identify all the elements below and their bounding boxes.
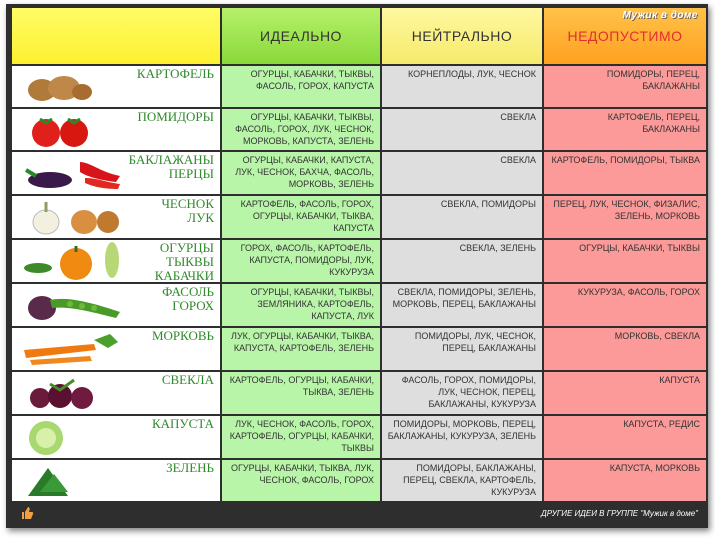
bad-cell: КАПУСТА bbox=[544, 372, 706, 414]
brand-logo: Мужик в доме bbox=[622, 10, 698, 21]
header-bad: НЕДОПУСТИМО Мужик в доме bbox=[544, 8, 706, 64]
table-row: ОГУРЦЫ ТЫКВЫ КАБАЧКИ ГОРОХ, ФАСОЛЬ, КАРТОФЕ… bbox=[12, 240, 706, 283]
header-bad-label: НЕДОПУСТИМО bbox=[567, 28, 683, 44]
vegetable-image bbox=[20, 462, 100, 503]
header-neutral: НЕЙТРАЛЬНО bbox=[382, 8, 542, 64]
header-ideal: ИДЕАЛЬНО bbox=[222, 8, 380, 64]
ideal-cell: КАРТОФЕЛЬ, ФАСОЛЬ, ГОРОХ, ОГУРЦЫ, КАБАЧК… bbox=[222, 196, 380, 238]
vegetable-cell: ПОМИДОРЫ bbox=[12, 109, 220, 150]
header-blank bbox=[12, 8, 220, 64]
vegetable-cell: ЗЕЛЕНЬ bbox=[12, 460, 220, 501]
neutral-cell: СВЕКЛА, ПОМИДОРЫ, ЗЕЛЕНЬ, МОРКОВЬ, ПЕРЕЦ… bbox=[382, 284, 542, 326]
vegetable-image bbox=[20, 111, 100, 152]
table-header: ИДЕАЛЬНО НЕЙТРАЛЬНО НЕДОПУСТИМО Мужик в … bbox=[12, 8, 706, 64]
vegetable-image bbox=[20, 154, 130, 195]
bad-cell: КАПУСТА, РЕДИС bbox=[544, 416, 706, 458]
table-row: ФАСОЛЬ ГОРОХ ОГУРЦЫ, КАБАЧКИ, ТЫКВЫ, ЗЕМЛЯ… bbox=[12, 284, 706, 326]
vegetable-cell: ОГУРЦЫ ТЫКВЫ КАБАЧКИ bbox=[12, 240, 220, 283]
ideal-cell: ОГУРЦЫ, КАБАЧКИ, ТЫКВЫ, ФАСОЛЬ, ГОРОХ, К… bbox=[222, 66, 380, 107]
bad-cell: КУКУРУЗА, ФАСОЛЬ, ГОРОХ bbox=[544, 284, 706, 326]
table-row: СВЕКЛА КАРТОФЕЛЬ, ОГУРЦЫ, КАБАЧКИ, ТЫКВА,… bbox=[12, 372, 706, 414]
vegetable-name: ЗЕЛЕНЬ bbox=[166, 460, 214, 475]
ideal-cell: КАРТОФЕЛЬ, ОГУРЦЫ, КАБАЧКИ, ТЫКВА, ЗЕЛЕН… bbox=[222, 372, 380, 414]
table-row: БАКЛАЖАНЫ ПЕРЦЫ ОГУРЦЫ, КАБАЧКИ, КАПУСТА, … bbox=[12, 152, 706, 194]
bad-cell: ПОМИДОРЫ, ПЕРЕЦ, БАКЛАЖАНЫ bbox=[544, 66, 706, 107]
neutral-cell: ПОМИДОРЫ, БАКЛАЖАНЫ, ПЕРЕЦ, СВЕКЛА, КАРТ… bbox=[382, 460, 542, 501]
vegetable-name: ФАСОЛЬ ГОРОХ bbox=[162, 284, 214, 313]
bad-cell: ПЕРЕЦ, ЛУК, ЧЕСНОК, ФИЗАЛИС, ЗЕЛЕНЬ, МОР… bbox=[544, 196, 706, 238]
neutral-cell: СВЕКЛА bbox=[382, 152, 542, 194]
vegetable-name: КАРТОФЕЛЬ bbox=[136, 66, 214, 81]
vegetable-name: ЧЕСНОК ЛУК bbox=[161, 196, 214, 225]
ideal-cell: ЛУК, ОГУРЦЫ, КАБАЧКИ, ТЫКВА, КАПУСТА, КА… bbox=[222, 328, 380, 370]
bad-cell: КАПУСТА, МОРКОВЬ bbox=[544, 460, 706, 501]
footer: ДРУГИЕ ИДЕИ В ГРУППЕ "Мужик в доме" bbox=[12, 503, 706, 525]
vegetable-name: ОГУРЦЫ ТЫКВЫ КАБАЧКИ bbox=[154, 240, 214, 283]
table-row: КАРТОФЕЛЬ ОГУРЦЫ, КАБАЧКИ, ТЫКВЫ, ФАСОЛЬ,… bbox=[12, 66, 706, 107]
ideal-cell: ОГУРЦЫ, КАБАЧКИ, ТЫКВА, ЛУК, ЧЕСНОК, ФАС… bbox=[222, 460, 380, 501]
vegetable-cell: СВЕКЛА bbox=[12, 372, 220, 414]
table-row: КАПУСТА ЛУК, ЧЕСНОК, ФАСОЛЬ, ГОРОХ, КАРТО… bbox=[12, 416, 706, 458]
vegetable-image bbox=[20, 68, 100, 109]
thumbs-up-icon bbox=[20, 506, 34, 525]
neutral-cell: СВЕКЛА bbox=[382, 109, 542, 150]
neutral-cell: ФАСОЛЬ, ГОРОХ, ПОМИДОРЫ, ЛУК, ЧЕСНОК, ПЕ… bbox=[382, 372, 542, 414]
neutral-cell: СВЕКЛА, ЗЕЛЕНЬ bbox=[382, 240, 542, 282]
vegetable-image bbox=[20, 198, 130, 239]
bad-cell: КАРТОФЕЛЬ, ПЕРЕЦ, БАКЛАЖАНЫ bbox=[544, 109, 706, 150]
table-row: ЧЕСНОК ЛУК КАРТОФЕЛЬ, ФАСОЛЬ, ГОРОХ, ОГУРЦ… bbox=[12, 196, 706, 238]
table-row: ПОМИДОРЫ ОГУРЦЫ, КАБАЧКИ, ТЫКВЫ, ФАСОЛЬ, … bbox=[12, 109, 706, 150]
vegetable-image bbox=[20, 374, 130, 415]
bad-cell: МОРКОВЬ, СВЕКЛА bbox=[544, 328, 706, 370]
vegetable-cell: КАПУСТА bbox=[12, 416, 220, 458]
vegetable-cell: ФАСОЛЬ ГОРОХ bbox=[12, 284, 220, 326]
vegetable-image bbox=[20, 242, 130, 283]
bad-cell: ОГУРЦЫ, КАБАЧКИ, ТЫКВЫ bbox=[544, 240, 706, 282]
vegetable-cell: ЧЕСНОК ЛУК bbox=[12, 196, 220, 238]
neutral-cell: ПОМИДОРЫ, ЛУК, ЧЕСНОК, ПЕРЕЦ, БАКЛАЖАНЫ bbox=[382, 328, 542, 370]
vegetable-cell: МОРКОВЬ bbox=[12, 328, 220, 370]
vegetable-name: СВЕКЛА bbox=[161, 372, 214, 387]
vegetable-cell: БАКЛАЖАНЫ ПЕРЦЫ bbox=[12, 152, 220, 194]
vegetable-name: КАПУСТА bbox=[151, 416, 214, 431]
table-row: ЗЕЛЕНЬ ОГУРЦЫ, КАБАЧКИ, ТЫКВА, ЛУК, ЧЕСНО… bbox=[12, 460, 706, 501]
vegetable-name: МОРКОВЬ bbox=[151, 328, 214, 343]
neutral-cell: ПОМИДОРЫ, МОРКОВЬ, ПЕРЕЦ, БАКЛАЖАНЫ, КУК… bbox=[382, 416, 542, 458]
neutral-cell: КОРНЕПЛОДЫ, ЛУК, ЧЕСНОК bbox=[382, 66, 542, 107]
vegetable-name: БАКЛАЖАНЫ ПЕРЦЫ bbox=[128, 152, 214, 181]
vegetable-image bbox=[20, 286, 130, 327]
ideal-cell: ОГУРЦЫ, КАБАЧКИ, ТЫКВЫ, ЗЕМЛЯНИКА, КАРТО… bbox=[222, 284, 380, 326]
ideal-cell: ЛУК, ЧЕСНОК, ФАСОЛЬ, ГОРОХ, КАРТОФЕЛЬ, О… bbox=[222, 416, 380, 458]
vegetable-image bbox=[20, 330, 130, 371]
neutral-cell: СВЕКЛА, ПОМИДОРЫ bbox=[382, 196, 542, 238]
table-row: МОРКОВЬ ЛУК, ОГУРЦЫ, КАБАЧКИ, ТЫКВА, КАПУ… bbox=[12, 328, 706, 370]
vegetable-image bbox=[20, 418, 100, 459]
vegetable-name: ПОМИДОРЫ bbox=[137, 109, 214, 124]
footer-text: ДРУГИЕ ИДЕИ В ГРУППЕ "Мужик в доме" bbox=[541, 509, 698, 518]
ideal-cell: ОГУРЦЫ, КАБАЧКИ, КАПУСТА, ЛУК, ЧЕСНОК, Б… bbox=[222, 152, 380, 194]
ideal-cell: ОГУРЦЫ, КАБАЧКИ, ТЫКВЫ, ФАСОЛЬ, ГОРОХ, Л… bbox=[222, 109, 380, 150]
ideal-cell: ГОРОХ, ФАСОЛЬ, КАРТОФЕЛЬ, КАПУСТА, ПОМИД… bbox=[222, 240, 380, 282]
vegetable-cell: КАРТОФЕЛЬ bbox=[12, 66, 220, 107]
bad-cell: КАРТОФЕЛЬ, ПОМИДОРЫ, ТЫКВА bbox=[544, 152, 706, 194]
